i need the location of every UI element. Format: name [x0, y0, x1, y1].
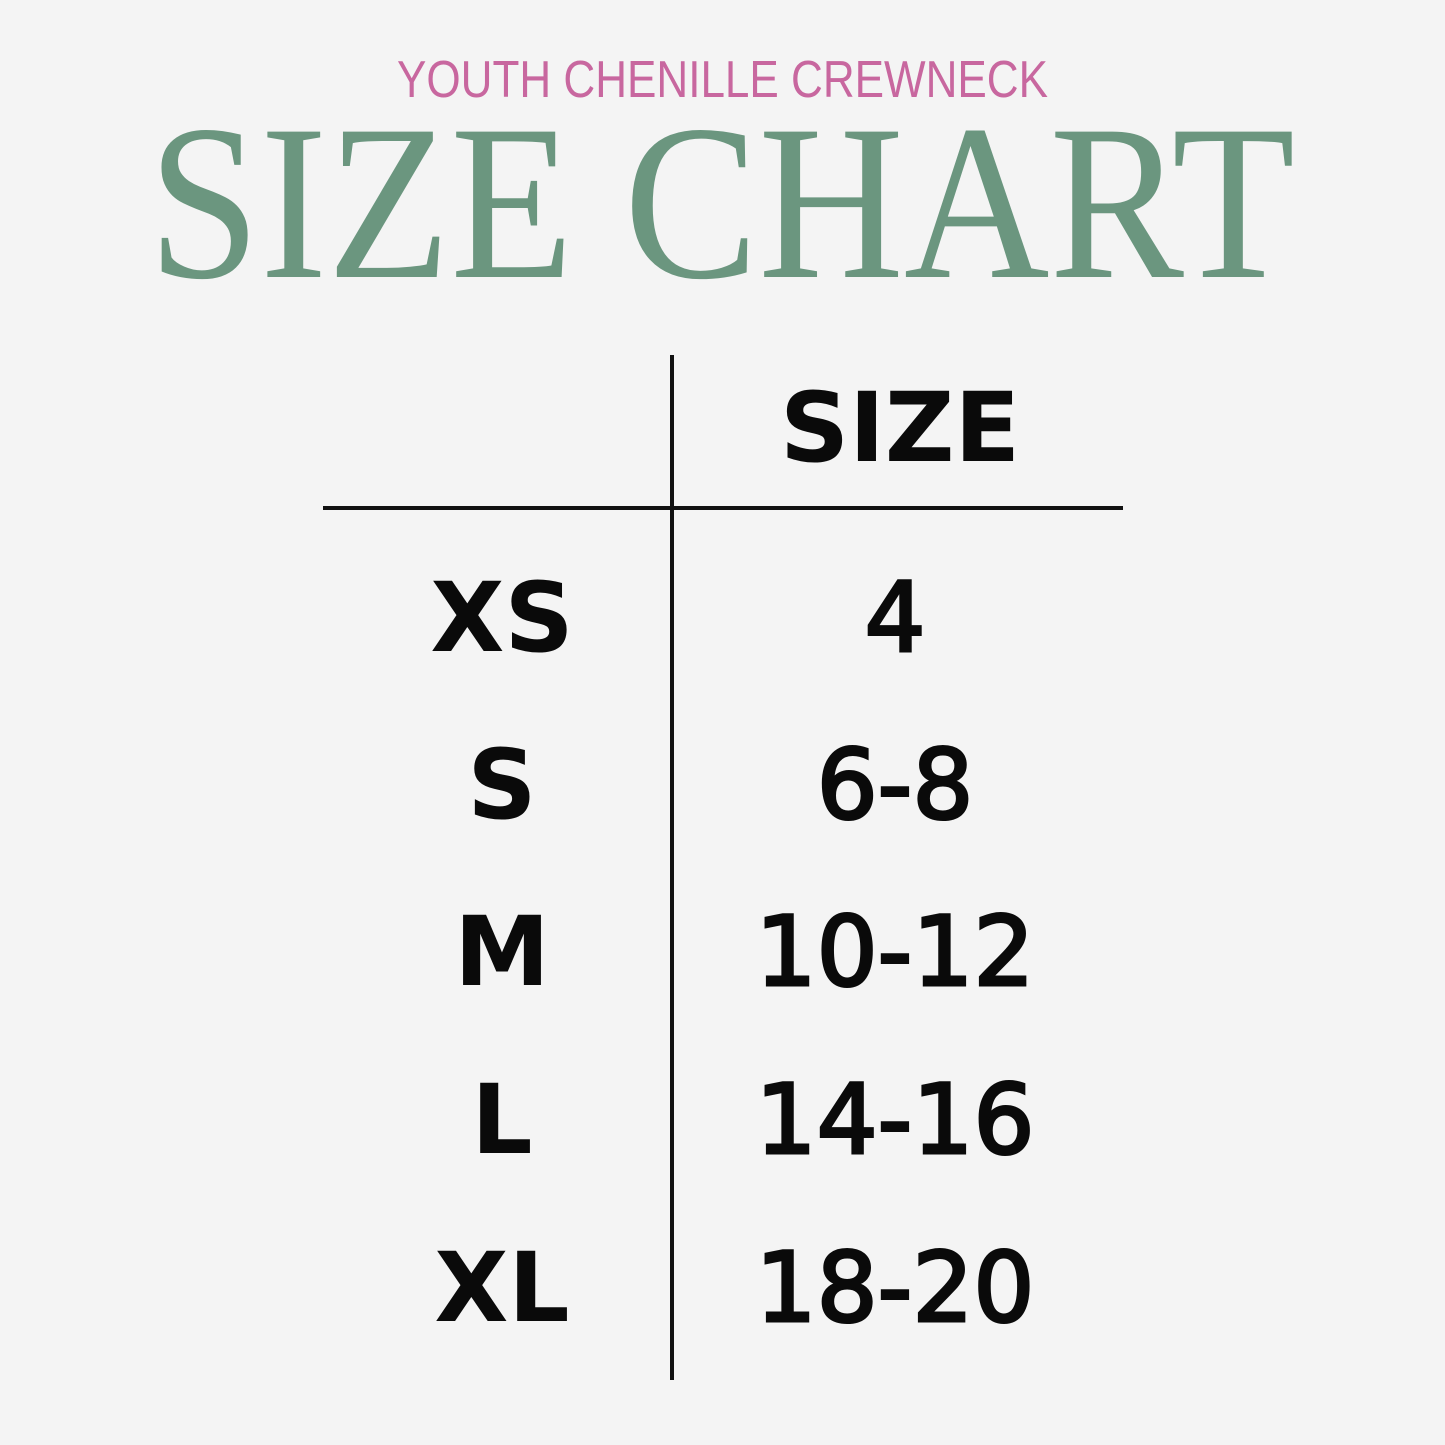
- row-size: 4: [863, 562, 927, 674]
- row-size: 14-16: [754, 1064, 1036, 1176]
- row-size: 10-12: [754, 896, 1036, 1008]
- table-horizontal-divider: [323, 506, 1123, 510]
- table-vertical-divider: [670, 355, 674, 1380]
- page-title: SIZE CHART: [148, 80, 1295, 300]
- row-size: 6-8: [815, 729, 975, 841]
- row-label: XS: [430, 562, 574, 674]
- column-header-size: SIZE: [779, 372, 1021, 484]
- heading: YOUTH CHENILLE CREWNECK SIZE CHART: [148, 51, 1295, 300]
- row-label: M: [454, 896, 550, 1008]
- row-label: XL: [434, 1232, 570, 1344]
- row-label: S: [467, 729, 537, 841]
- row-label: L: [471, 1064, 533, 1176]
- subtitle: YOUTH CHENILLE CREWNECK: [397, 51, 1048, 109]
- row-size: 18-20: [754, 1232, 1036, 1344]
